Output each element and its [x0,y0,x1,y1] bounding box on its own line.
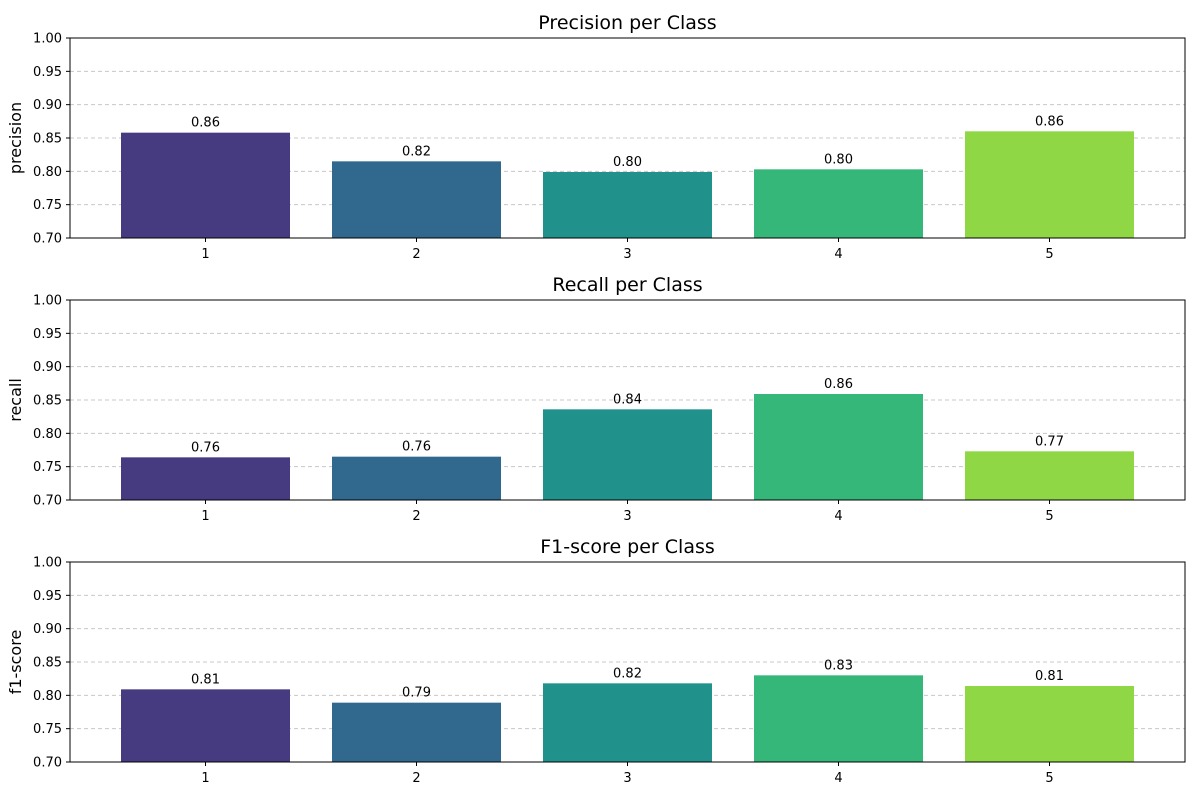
x-tick-label: 2 [412,509,420,524]
x-tick-label: 5 [1045,247,1053,262]
y-tick-label: 0.80 [33,427,62,442]
y-axis-label: f1-score [6,630,25,695]
bar-class-2 [332,702,501,762]
bar-value-label: 0.86 [191,116,220,131]
y-tick-label: 0.70 [33,494,62,509]
bar-class-5 [965,451,1134,500]
y-tick-label: 1.00 [33,556,62,571]
bar-value-label: 0.82 [613,666,642,681]
bar-class-3 [543,683,712,762]
y-tick-label: 0.90 [33,98,62,113]
x-tick-label: 4 [834,247,842,262]
bar-class-4 [754,675,923,762]
bar-value-label: 0.77 [1035,434,1064,449]
y-tick-label: 0.70 [33,756,62,771]
bar-class-4 [754,169,923,238]
bar-class-1 [121,457,290,500]
x-tick-label: 4 [834,771,842,786]
y-tick-label: 0.90 [33,622,62,637]
y-tick-label: 0.75 [33,460,62,475]
x-tick-label: 2 [412,771,420,786]
y-tick-label: 0.90 [33,360,62,375]
x-tick-label: 3 [623,509,631,524]
chart-title: Precision per Class [538,12,716,34]
x-tick-label: 1 [201,771,209,786]
y-tick-label: 0.75 [33,198,62,213]
chart-panel-3: 0.70 0.75 0.80 0.85 0.90 0.95 1.00 0.81 1 0.79 2 0.… [6,536,1186,786]
x-tick-label: 3 [623,247,631,262]
x-tick-label: 5 [1045,771,1053,786]
y-tick-label: 0.95 [33,65,62,80]
bar-value-label: 0.86 [1035,114,1064,129]
bar-value-label: 0.76 [191,440,220,455]
bar-value-label: 0.81 [1035,669,1064,684]
bar-value-label: 0.80 [613,155,642,170]
bar-class-1 [121,132,290,238]
y-tick-label: 0.85 [33,394,62,409]
bar-value-label: 0.81 [191,672,220,687]
y-tick-label: 1.00 [33,32,62,47]
bar-class-5 [965,131,1134,238]
y-tick-label: 0.70 [33,232,62,247]
bar-value-label: 0.86 [824,377,853,392]
y-tick-label: 0.95 [33,327,62,342]
chart-panel-1: 0.70 0.75 0.80 0.85 0.90 0.95 1.00 0.86 1 0.82 2 0.… [6,12,1186,262]
bar-class-3 [543,409,712,500]
y-tick-label: 0.80 [33,689,62,704]
axes-frame [69,37,1186,239]
x-tick-label: 4 [834,509,842,524]
chart-title: Recall per Class [552,274,702,296]
bar-class-4 [754,394,923,500]
y-tick-label: 0.75 [33,722,62,737]
y-tick-label: 0.80 [33,165,62,180]
x-tick-label: 3 [623,771,631,786]
x-tick-label: 1 [201,509,209,524]
bar-value-label: 0.84 [613,392,642,407]
y-tick-label: 0.95 [33,589,62,604]
bar-class-5 [965,686,1134,762]
y-tick-label: 0.85 [33,132,62,147]
bar-class-1 [121,689,290,762]
bar-class-2 [332,456,501,500]
y-tick-label: 0.85 [33,656,62,671]
x-tick-label: 2 [412,247,420,262]
y-axis-label: recall [6,378,25,422]
bar-value-label: 0.76 [402,440,431,455]
bar-class-2 [332,161,501,238]
axes-frame [69,561,1186,763]
bar-value-label: 0.83 [824,658,853,673]
x-tick-label: 5 [1045,509,1053,524]
y-axis-label: precision [6,102,25,174]
axes-frame [69,299,1186,501]
y-tick-label: 1.00 [33,294,62,309]
bar-value-label: 0.82 [402,144,431,159]
chart-panel-2: 0.70 0.75 0.80 0.85 0.90 0.95 1.00 0.76 1 0.76 2 0.… [6,274,1186,524]
bar-class-3 [543,172,712,238]
chart-title: F1-score per Class [540,536,715,558]
bar-value-label: 0.79 [402,686,431,701]
bar-value-label: 0.80 [824,152,853,167]
x-tick-label: 1 [201,247,209,262]
